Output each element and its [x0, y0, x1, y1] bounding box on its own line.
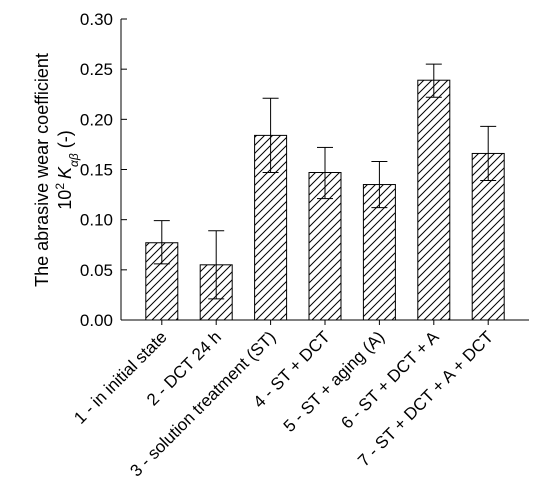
- y-tick-label: 0.10: [80, 211, 113, 230]
- y-axis-unit-symbol: K: [55, 166, 75, 179]
- y-axis-unit-prefix: 10: [55, 190, 75, 210]
- x-tick-label: 6 - ST + DCT + A: [337, 327, 443, 433]
- y-tick-label: 0.25: [80, 60, 113, 79]
- y-tick-label: 0.05: [80, 261, 113, 280]
- y-tick-label: 0.00: [80, 311, 113, 330]
- y-tick-label: 0.15: [80, 161, 113, 180]
- y-tick-label: 0.20: [80, 110, 113, 129]
- plot-area: 0.00 0.05 0.10 0.15 0.20 0.25 0.30 1 - in initi…: [70, 10, 529, 480]
- y-axis-unit-label: 102 Kαβ (-): [53, 130, 81, 209]
- x-tick-label: 1 - in initial state: [70, 327, 170, 427]
- y-tick-label: 0.30: [80, 10, 113, 29]
- y-axis-title: The abrasive wear coefficient: [32, 53, 52, 287]
- bar: [417, 79, 451, 321]
- bar: [471, 152, 505, 321]
- y-axis-unit-subscript: αβ: [67, 153, 81, 167]
- y-axis-unit-exponent: 2: [53, 183, 67, 190]
- y-axis-unit-suffix: (-): [55, 130, 75, 153]
- x-tick-label: 5 - ST + aging (A): [280, 327, 388, 435]
